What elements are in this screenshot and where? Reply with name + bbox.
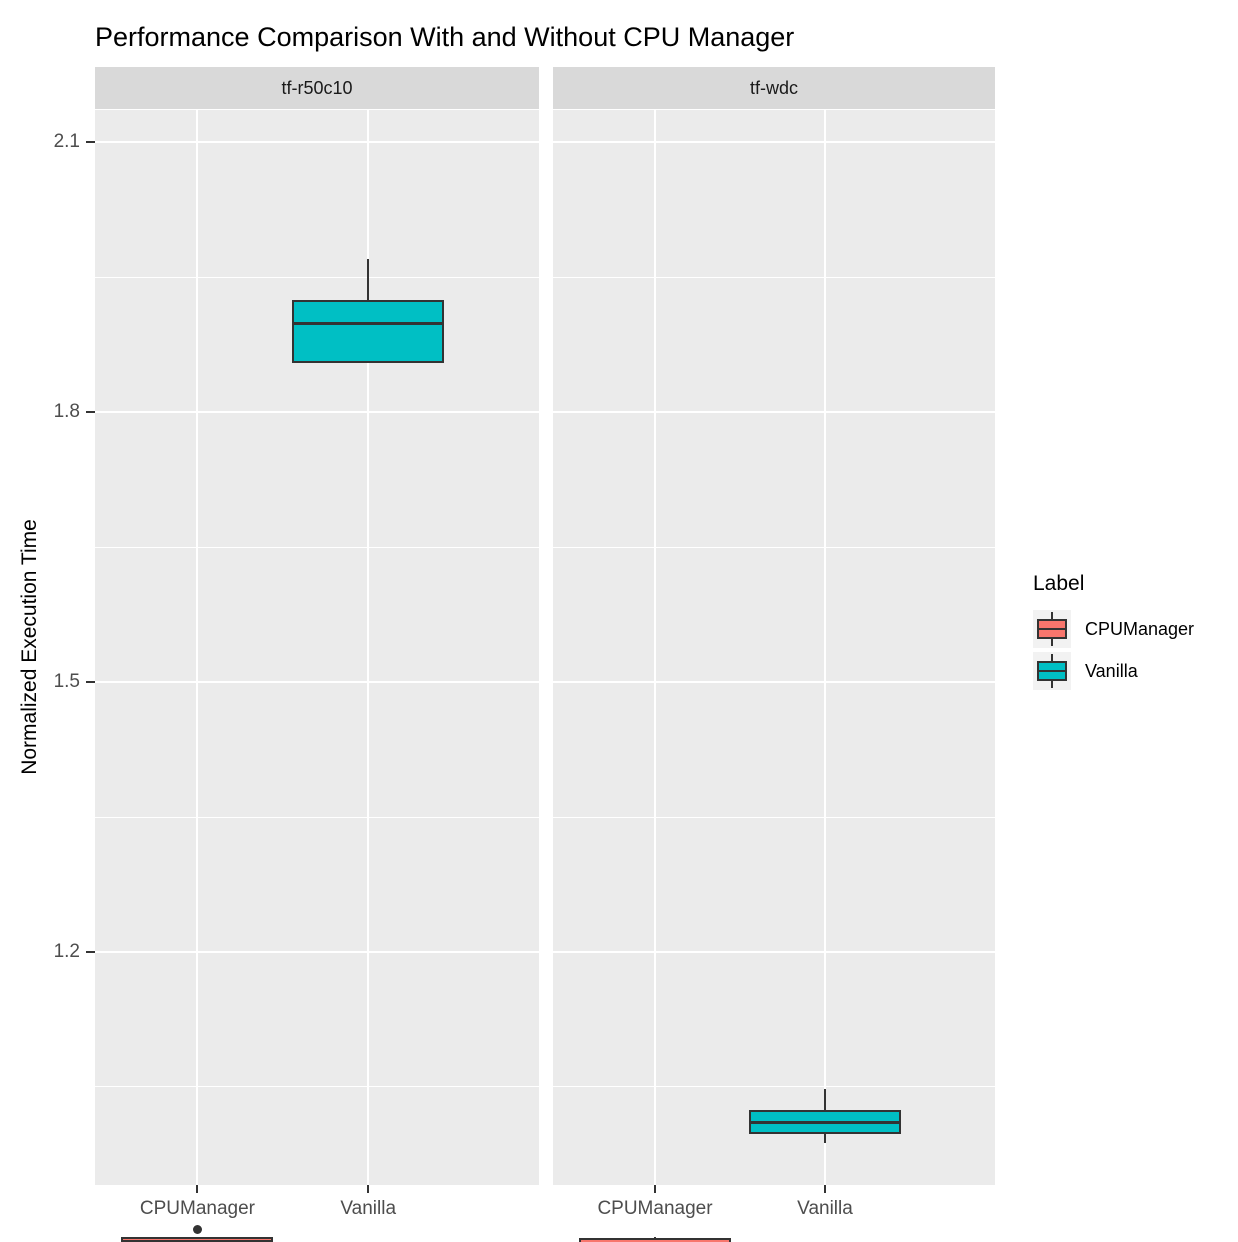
upper-whisker — [367, 258, 370, 301]
gridline-minor — [553, 276, 995, 278]
gridline-major — [553, 141, 995, 144]
boxplot-key-icon — [1033, 610, 1071, 648]
gridline-major — [95, 951, 539, 953]
median-line — [751, 1120, 899, 1124]
y-tick — [86, 411, 95, 414]
x-tick-label: Vanilla — [797, 1198, 853, 1219]
gridline-minor — [95, 816, 539, 818]
legend-title: Label — [1033, 572, 1085, 595]
gridline-major — [553, 681, 995, 684]
key-box — [1037, 661, 1067, 681]
x-tick-label: CPUManager — [139, 1198, 256, 1219]
x-tick — [196, 1185, 199, 1193]
x-tick — [367, 1185, 370, 1193]
y-tick — [86, 681, 95, 684]
box-cpumanager — [121, 1236, 274, 1242]
median-line — [123, 1240, 272, 1242]
gridline-minor — [95, 276, 539, 278]
y-tick-label: 1.8 — [53, 401, 80, 423]
gridline-major — [95, 141, 539, 144]
facet-strip-tf-wdc: tf-wdc — [553, 67, 995, 109]
key-median-line — [1039, 670, 1065, 672]
boxplot-key-icon — [1033, 652, 1071, 690]
x-tick — [654, 1185, 656, 1193]
box-vanilla — [749, 1109, 901, 1134]
gridline-major — [553, 951, 995, 953]
key-box — [1037, 619, 1067, 639]
gridline-minor — [95, 546, 539, 548]
gridline-minor — [553, 816, 995, 818]
legend-entries: CPUManager Vanilla — [1033, 610, 1233, 690]
box-cpumanager — [579, 1238, 731, 1242]
legend-entry-label: Vanilla — [1085, 660, 1138, 681]
upper-whisker — [654, 1236, 656, 1239]
x-tick-label: CPUManager — [597, 1198, 713, 1219]
lower-whisker — [824, 1133, 826, 1143]
gridline-minor — [553, 1086, 995, 1088]
panel-tf-wdc — [553, 110, 995, 1242]
median-line — [294, 321, 443, 325]
gridline-major — [95, 411, 539, 414]
gridline-major — [553, 411, 995, 414]
outlier-point — [192, 1224, 202, 1234]
y-tick-label: 2.1 — [53, 131, 80, 153]
legend-entry-vanilla: Vanilla — [1033, 652, 1233, 690]
upper-whisker — [824, 1088, 826, 1110]
panel-tf-r50c10 — [95, 110, 539, 1242]
x-tick — [824, 1185, 826, 1193]
key-median-line — [1039, 628, 1065, 630]
legend-entry-label: CPUManager — [1085, 618, 1195, 639]
facet-strip-tf-r50c10: tf-r50c10 — [95, 67, 539, 109]
legend-entry-cpumanager: CPUManager — [1033, 610, 1233, 648]
facet-strip-label: tf-wdc — [749, 77, 798, 98]
y-tick — [86, 141, 95, 144]
gridline-major — [95, 681, 539, 684]
x-tick-label: Vanilla — [340, 1198, 397, 1219]
box-vanilla — [292, 300, 445, 364]
y-tick-label: 1.2 — [53, 941, 80, 962]
legend: Label CPUManager Vanilla — [1033, 572, 1233, 694]
chart-title: Performance Comparison With and Without … — [95, 22, 795, 52]
gridline-category — [824, 110, 826, 1185]
gridline-category — [367, 110, 370, 1185]
gridline-minor — [553, 546, 995, 548]
y-tick — [86, 951, 95, 953]
y-tick-label: 1.5 — [53, 671, 80, 693]
gridline-minor — [95, 1086, 539, 1088]
gridline-category — [654, 110, 656, 1185]
y-axis-title: Normalized Execution Time — [18, 519, 41, 775]
facet-strip-label: tf-r50c10 — [281, 77, 353, 98]
gridline-category — [196, 110, 199, 1185]
